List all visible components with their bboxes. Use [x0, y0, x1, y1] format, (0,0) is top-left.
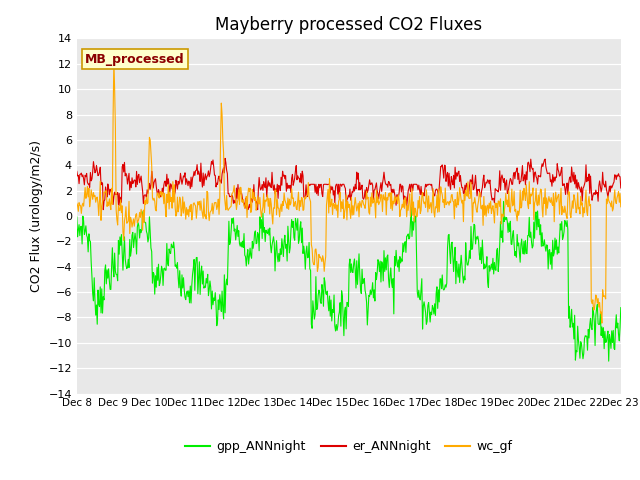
er_ANNnight [221, 156, 229, 161]
wc_gf [598, 320, 605, 326]
gpp_ANNnight [500, 199, 508, 204]
Legend: gpp_ANNnight, er_ANNnight, wc_gf: gpp_ANNnight, er_ANNnight, wc_gf [180, 435, 518, 458]
wc_gf [140, 207, 147, 213]
Text: MB_processed: MB_processed [85, 53, 184, 66]
wc_gf [110, 57, 118, 63]
gpp_ANNnight [617, 305, 625, 311]
Title: Mayberry processed CO2 Fluxes: Mayberry processed CO2 Fluxes [215, 16, 483, 34]
er_ANNnight [99, 207, 107, 213]
wc_gf [223, 205, 231, 211]
er_ANNnight [83, 170, 90, 176]
Line: wc_gf: wc_gf [77, 60, 621, 323]
er_ANNnight [617, 185, 625, 191]
gpp_ANNnight [73, 214, 81, 220]
wc_gf [416, 193, 424, 199]
er_ANNnight [433, 186, 440, 192]
gpp_ANNnight [415, 288, 422, 293]
er_ANNnight [73, 168, 81, 174]
Y-axis label: CO2 Flux (urology/m2/s): CO2 Flux (urology/m2/s) [30, 140, 43, 292]
wc_gf [431, 204, 439, 210]
gpp_ANNnight [139, 210, 147, 216]
wc_gf [73, 201, 81, 206]
er_ANNnight [417, 192, 424, 197]
gpp_ANNnight [194, 291, 202, 297]
er_ANNnight [195, 168, 202, 174]
Line: gpp_ANNnight: gpp_ANNnight [77, 202, 621, 361]
er_ANNnight [224, 191, 232, 196]
gpp_ANNnight [605, 358, 612, 364]
wc_gf [195, 202, 202, 208]
gpp_ANNnight [83, 233, 90, 239]
er_ANNnight [140, 201, 147, 206]
wc_gf [83, 192, 90, 198]
gpp_ANNnight [223, 276, 230, 282]
Line: er_ANNnight: er_ANNnight [77, 158, 621, 210]
wc_gf [617, 204, 625, 210]
gpp_ANNnight [431, 301, 438, 307]
